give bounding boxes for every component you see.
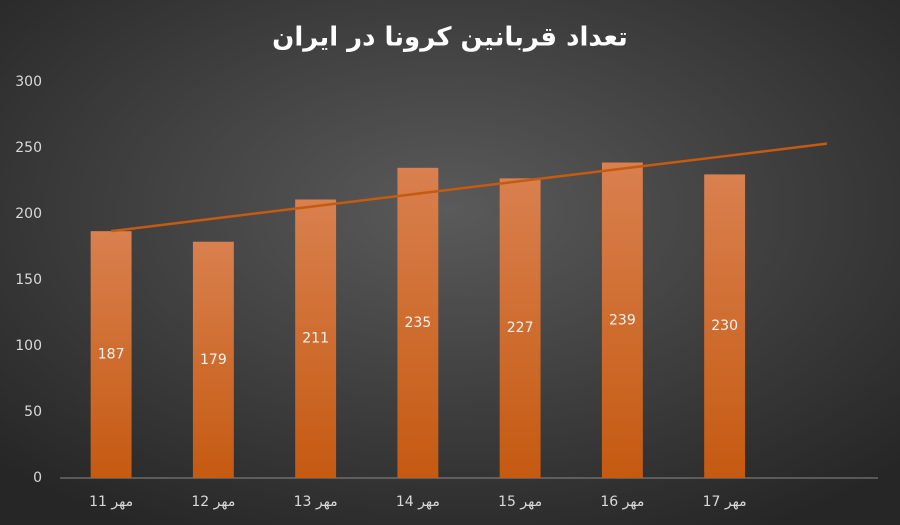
bar bbox=[397, 167, 439, 479]
x-tick-label: 14 مهر bbox=[396, 494, 440, 510]
y-tick-label: 50 bbox=[24, 404, 42, 420]
bar bbox=[499, 178, 541, 479]
y-tick-label: 250 bbox=[15, 140, 42, 156]
y-tick-label: 300 bbox=[15, 74, 42, 90]
data-label: 235 bbox=[405, 315, 432, 331]
bar bbox=[90, 231, 132, 478]
y-tick-label: 150 bbox=[15, 272, 42, 288]
x-tick-label: 16 مهر bbox=[600, 494, 644, 510]
x-tick-label: 12 مهر bbox=[191, 494, 235, 510]
data-label: 230 bbox=[711, 318, 738, 334]
x-tick-label: 15 مهر bbox=[498, 494, 542, 510]
y-tick-label: 100 bbox=[15, 338, 42, 354]
y-tick-label: 0 bbox=[33, 470, 42, 486]
data-label: 211 bbox=[302, 331, 329, 347]
data-label: 239 bbox=[609, 312, 636, 328]
y-tick-label: 200 bbox=[15, 206, 42, 222]
trendline bbox=[110, 142, 828, 233]
data-label: 187 bbox=[98, 347, 125, 363]
data-label: 227 bbox=[507, 320, 534, 336]
x-tick-label: 17 مهر bbox=[703, 494, 747, 510]
chart-title: تعداد قربانین کرونا در ایران bbox=[272, 23, 628, 53]
bar bbox=[601, 162, 643, 478]
bar bbox=[704, 174, 746, 478]
bar bbox=[295, 199, 337, 479]
x-tick-label: 11 مهر bbox=[89, 494, 133, 510]
data-label: 179 bbox=[200, 352, 227, 368]
bar bbox=[192, 241, 234, 478]
x-tick-label: 13 مهر bbox=[294, 494, 338, 510]
